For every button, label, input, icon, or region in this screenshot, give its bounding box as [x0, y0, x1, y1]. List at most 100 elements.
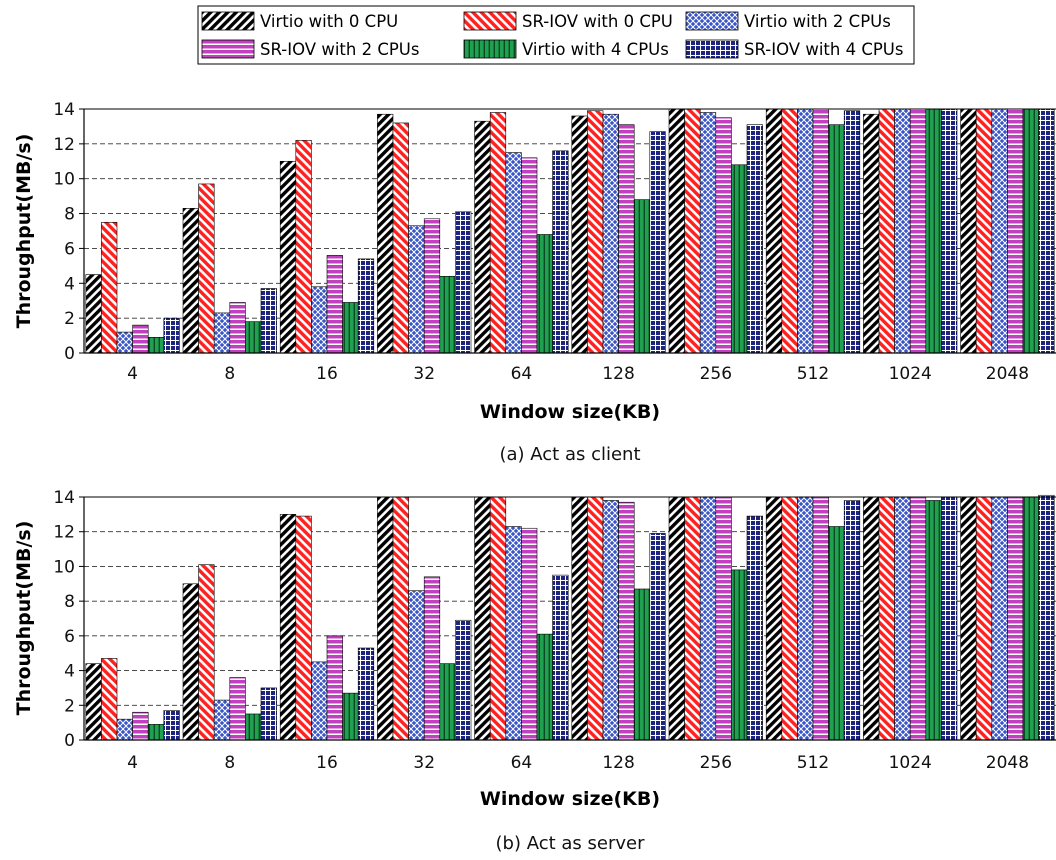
bar	[668, 108, 685, 354]
bar	[746, 124, 763, 354]
bar	[765, 108, 783, 354]
bar	[357, 258, 375, 354]
bar	[812, 496, 829, 741]
x-tick-label: 64	[511, 753, 533, 773]
bar	[163, 317, 180, 354]
bar	[715, 496, 732, 741]
x-tick-label: 2048	[986, 753, 1029, 773]
bar	[198, 183, 215, 354]
bar	[1038, 108, 1055, 354]
x-tick-label: 32	[413, 364, 435, 384]
x-tick-label: 1024	[889, 753, 932, 773]
bar	[960, 108, 977, 354]
bar	[991, 108, 1008, 354]
bar	[878, 496, 895, 741]
legend-label: SR-IOV with 0 CPU	[522, 12, 673, 31]
bar	[260, 687, 277, 741]
chart-client: 0 2 4 6 8 10 12 14 4 8 16 32 64 128 256 512 1024 2048 Thro…	[13, 100, 1056, 465]
bar	[377, 113, 394, 354]
bar	[975, 496, 993, 741]
bar	[812, 108, 829, 354]
bar	[521, 157, 538, 354]
bar	[571, 496, 588, 741]
bar	[765, 496, 783, 741]
bar	[311, 286, 328, 354]
figure-caption: (b) Act as server	[496, 833, 646, 854]
bar	[101, 221, 118, 354]
bar	[342, 692, 359, 741]
bar	[843, 500, 861, 741]
legend-swatch	[685, 39, 739, 59]
x-tick-label: 8	[224, 753, 235, 773]
x-tick-label: 256	[700, 753, 732, 773]
bar	[909, 108, 927, 354]
bar	[245, 713, 262, 741]
legend-swatch	[463, 39, 517, 59]
bar	[894, 496, 911, 741]
x-tick-label: 4	[127, 364, 138, 384]
x-axis-label: Window size(KB)	[480, 788, 660, 810]
y-tick-label: 6	[64, 239, 75, 259]
legend-swatch	[201, 39, 255, 59]
bar	[1038, 494, 1055, 741]
bar	[878, 108, 895, 354]
bar	[587, 110, 604, 354]
legend-label: SR-IOV with 2 CPUs	[260, 40, 419, 59]
bar	[649, 131, 666, 354]
bar	[101, 658, 118, 741]
bar	[587, 496, 604, 741]
bar	[163, 710, 180, 741]
bar	[843, 110, 861, 354]
legend-swatch	[463, 11, 517, 31]
bar	[894, 108, 911, 354]
y-axis-label: Throughput(MB/s)	[13, 134, 35, 329]
y-tick-label: 10	[53, 557, 75, 577]
bar	[85, 274, 102, 354]
bar	[311, 661, 328, 741]
bar	[147, 724, 165, 741]
x-tick-label: 512	[797, 753, 829, 773]
bar	[633, 588, 651, 741]
y-tick-label: 4	[64, 662, 75, 682]
bar	[295, 515, 312, 741]
bar	[1007, 108, 1024, 354]
bar	[423, 218, 441, 354]
bar	[505, 152, 522, 354]
x-tick-label: 128	[602, 364, 634, 384]
legend: Virtio with 0 CPU SR-IOV with 0 CPU Virtio…	[197, 5, 915, 65]
bar	[229, 302, 246, 354]
bar	[455, 211, 472, 354]
bar	[245, 321, 262, 354]
bar	[132, 711, 149, 741]
bar	[213, 312, 231, 354]
x-tick-label: 16	[316, 364, 338, 384]
bar	[455, 619, 472, 741]
bar	[423, 576, 441, 741]
bar	[85, 663, 102, 741]
x-tick-label: 32	[413, 753, 435, 773]
x-tick-label: 256	[700, 364, 732, 384]
bar	[602, 113, 619, 354]
x-tick-label: 8	[224, 364, 235, 384]
bar	[132, 324, 149, 354]
x-axis-label: Window size(KB)	[480, 401, 660, 423]
bar	[116, 331, 133, 354]
bar	[392, 122, 409, 354]
bar	[1022, 108, 1039, 354]
bar	[229, 677, 246, 741]
bar	[408, 225, 425, 354]
legend-label: Virtio with 2 CPUs	[744, 12, 891, 31]
legend-item: Virtio with 2 CPUs	[685, 11, 891, 31]
bar	[863, 113, 880, 354]
bar	[731, 164, 748, 354]
x-tick-label: 1024	[889, 364, 932, 384]
y-tick-label: 12	[53, 135, 75, 155]
bar	[326, 255, 343, 354]
y-tick-label: 2	[64, 309, 75, 329]
x-tick-label: 4	[127, 753, 138, 773]
bar	[668, 496, 685, 741]
bar	[116, 718, 133, 741]
y-tick-label: 10	[53, 170, 75, 190]
bar	[198, 564, 215, 741]
bar	[536, 633, 553, 741]
